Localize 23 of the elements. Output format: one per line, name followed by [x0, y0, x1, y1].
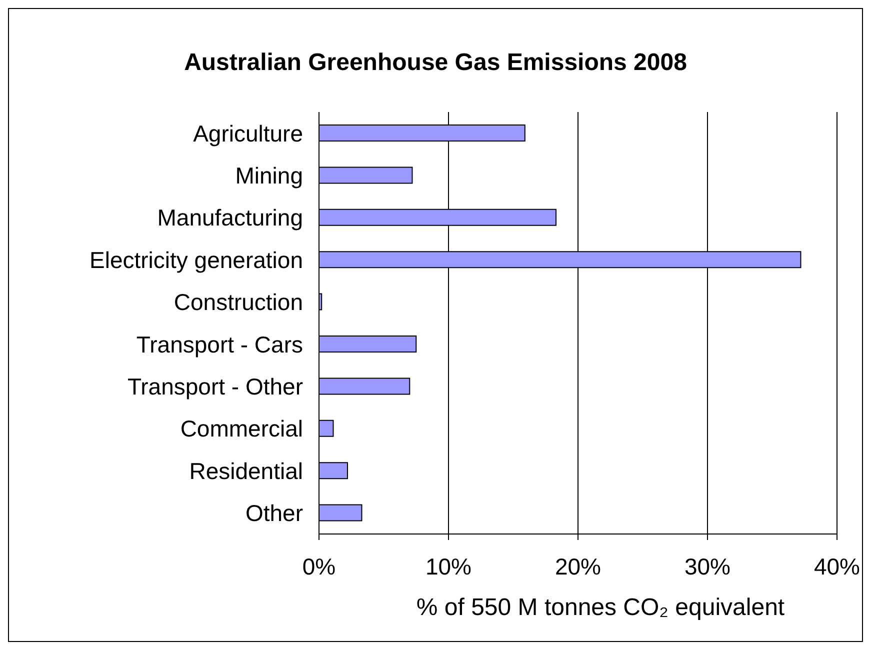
y-tick-label: Electricity generation — [90, 246, 303, 273]
bar — [319, 378, 410, 395]
x-tick-label: 0% — [302, 553, 336, 580]
x-tick-label: 40% — [814, 553, 860, 580]
y-tick-label: Construction — [174, 289, 303, 316]
chart-title: Australian Greenhouse Gas Emissions 2008 — [183, 49, 688, 77]
x-tick-label: 30% — [684, 553, 731, 580]
y-tick-label: Agriculture — [193, 120, 303, 146]
y-tick-label: Manufacturing — [157, 204, 303, 231]
y-tick-label: Transport - Other — [127, 373, 304, 400]
y-tick-label: Mining — [235, 162, 303, 188]
x-tick-label: 20% — [554, 553, 602, 580]
x-tick-label: 10% — [425, 553, 472, 580]
y-tick-label: Residential — [189, 458, 303, 484]
y-tick-label: Commercial — [180, 416, 303, 442]
y-tick-label: Other — [245, 500, 304, 526]
y-tick-label: Transport - Cars — [136, 331, 303, 358]
bar — [319, 420, 334, 437]
bar — [319, 166, 413, 184]
x-axis-title: % of 550 M tonnes CO₂ equivalent — [416, 594, 785, 621]
bar — [319, 336, 417, 352]
bar — [319, 504, 362, 522]
bar — [319, 462, 348, 480]
